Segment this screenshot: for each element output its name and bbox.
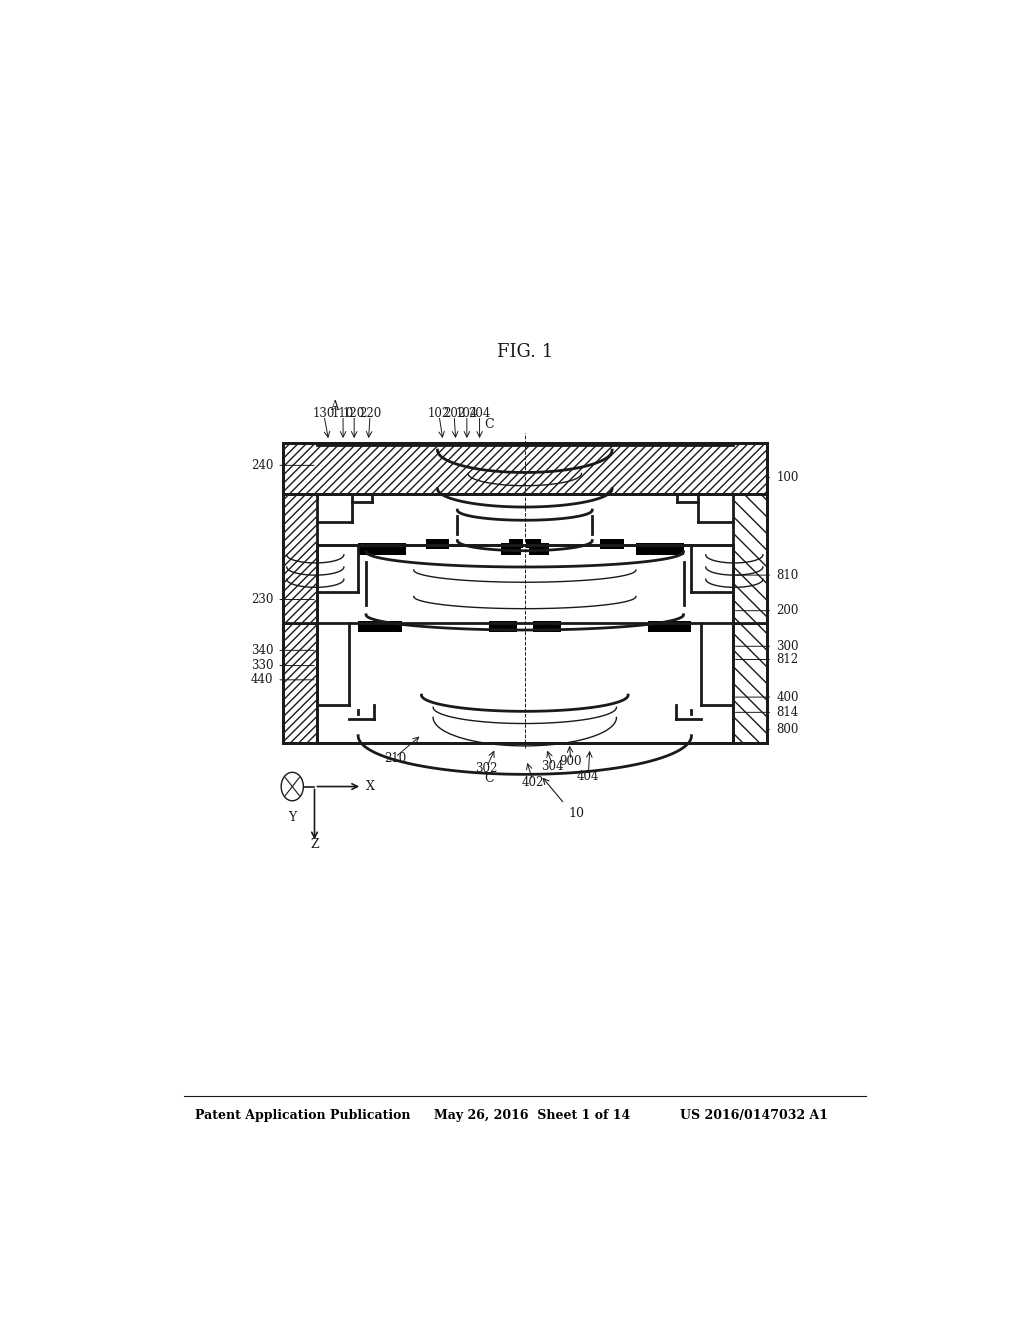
Text: US 2016/0147032 A1: US 2016/0147032 A1 (680, 1109, 827, 1122)
Text: 230: 230 (251, 593, 273, 606)
Text: 440: 440 (251, 673, 273, 686)
Text: 304: 304 (542, 760, 564, 774)
Bar (501, 543, 521, 554)
Text: 220: 220 (359, 408, 381, 420)
Text: 104: 104 (456, 408, 478, 420)
Bar (636, 543, 684, 554)
Bar (526, 539, 541, 548)
Text: Y: Y (288, 810, 296, 824)
Bar (283, 444, 316, 623)
Bar (283, 623, 316, 743)
Bar (733, 444, 767, 623)
Text: Z: Z (310, 838, 318, 850)
Text: 300: 300 (776, 640, 799, 653)
Text: 800: 800 (776, 723, 799, 737)
Text: 402: 402 (521, 776, 544, 788)
Bar (532, 620, 560, 632)
Text: 240: 240 (251, 459, 273, 471)
Text: 814: 814 (776, 706, 799, 719)
Text: May 26, 2016  Sheet 1 of 14: May 26, 2016 Sheet 1 of 14 (433, 1109, 630, 1122)
Circle shape (282, 772, 303, 801)
Bar (600, 539, 624, 549)
Text: A: A (330, 400, 339, 413)
Text: FIG. 1: FIG. 1 (497, 342, 553, 360)
Text: Patent Application Publication: Patent Application Publication (196, 1109, 411, 1122)
Bar (648, 620, 691, 632)
Text: 200: 200 (776, 605, 799, 618)
Bar (528, 543, 549, 554)
Bar (426, 539, 450, 549)
Bar (358, 543, 406, 554)
Bar (489, 620, 517, 632)
Text: 204: 204 (468, 408, 490, 420)
Text: 330: 330 (251, 659, 273, 672)
Text: 120: 120 (343, 408, 366, 420)
Text: 100: 100 (776, 471, 799, 484)
Text: 210: 210 (384, 752, 407, 766)
Bar (358, 620, 401, 632)
Bar (283, 444, 767, 494)
Text: 130: 130 (312, 408, 335, 420)
Text: 900: 900 (559, 755, 582, 768)
Text: 404: 404 (578, 771, 599, 784)
Text: C: C (484, 417, 494, 430)
Bar (733, 623, 767, 743)
Text: X: X (367, 780, 375, 793)
Text: 10: 10 (568, 808, 585, 821)
Text: 400: 400 (776, 690, 799, 704)
Text: 110: 110 (332, 408, 354, 420)
Bar (509, 539, 523, 548)
Text: C: C (484, 771, 494, 784)
Text: 810: 810 (776, 569, 799, 582)
Text: 302: 302 (475, 763, 498, 775)
Text: 340: 340 (251, 644, 273, 657)
Text: 202: 202 (443, 408, 465, 420)
Text: 812: 812 (776, 653, 799, 667)
Text: 102: 102 (428, 408, 451, 420)
